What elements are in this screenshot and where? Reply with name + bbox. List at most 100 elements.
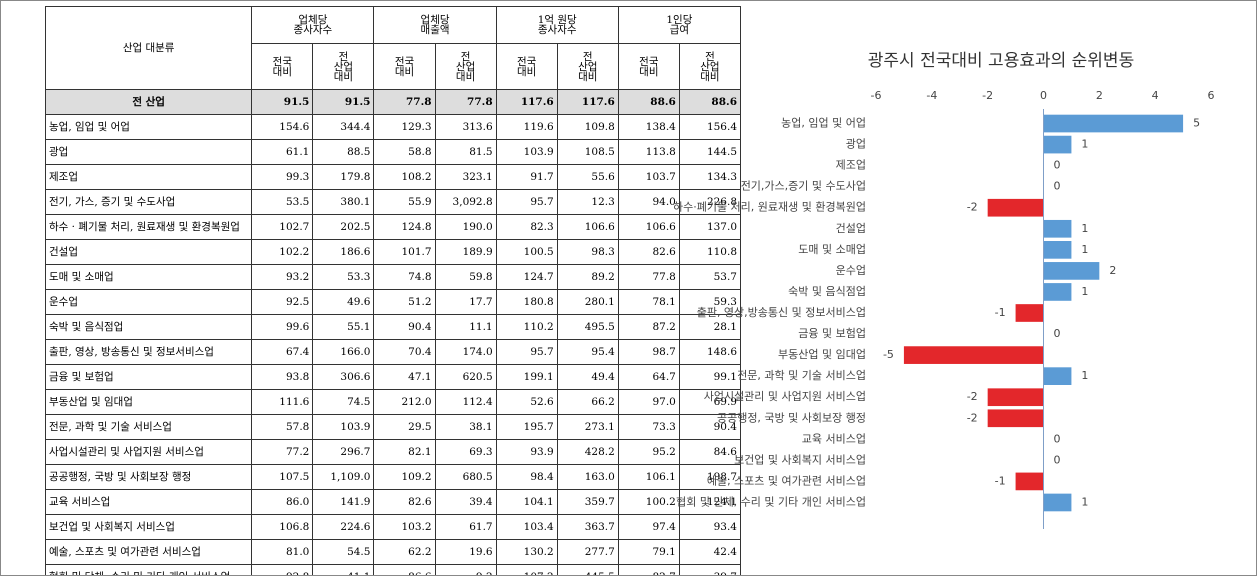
cell: 84.6 bbox=[678, 439, 742, 465]
category-label: 보건업 및 사회복지 서비스업 bbox=[734, 453, 866, 466]
cell: 95.2 bbox=[617, 439, 680, 465]
cell: 117.6 bbox=[556, 89, 619, 115]
cell: 179.8 bbox=[312, 164, 375, 190]
cell: 1,109.0 bbox=[312, 464, 375, 490]
table-row: 예술, 스포츠 및 여가관련 서비스업 81.0 54.5 62.2 19.6 130.2… bbox=[44, 539, 742, 565]
row-label: 광업 bbox=[44, 139, 253, 165]
cell: 154.6 bbox=[251, 114, 314, 140]
bar bbox=[987, 409, 1044, 428]
sub-header: 전국 대비 bbox=[251, 43, 314, 90]
bar bbox=[1015, 304, 1044, 322]
value-label: 0 bbox=[1054, 327, 1061, 340]
cell: 64.7 bbox=[617, 364, 680, 390]
table-row: 부동산업 및 임대업 111.6 74.5 212.0 112.4 52.6 66.2 97.… bbox=[44, 389, 742, 415]
value-label: 1 bbox=[1081, 369, 1088, 382]
bar bbox=[1043, 114, 1184, 133]
value-label: -1 bbox=[995, 306, 1006, 319]
cell: 124.1 bbox=[678, 489, 742, 515]
category-label: 광업 bbox=[846, 138, 866, 151]
sub-header: 전 산업 대비 bbox=[312, 43, 375, 90]
cell: 41.1 bbox=[312, 564, 375, 575]
table-row: 하수 · 폐기물 처리, 원료재생 및 환경복원업 102.7 202.5 124.8… bbox=[44, 214, 742, 240]
table-row: 금융 및 보험업 93.8 306.6 47.1 620.5 199.1 49.4 64.7 9… bbox=[44, 364, 742, 390]
cell: 189.9 bbox=[434, 239, 497, 265]
cell: 90.4 bbox=[373, 314, 436, 340]
cell: 363.7 bbox=[556, 514, 619, 540]
cell: 186.6 bbox=[312, 239, 375, 265]
cell: 98.3 bbox=[556, 239, 619, 265]
table-row: 전기, 가스, 증기 및 수도사업 53.5 380.1 55.9 3,092.8 95.… bbox=[44, 189, 742, 215]
cell: 180.8 bbox=[495, 289, 558, 315]
category-label: 숙박 및 음식점업 bbox=[788, 285, 866, 298]
cell: 166.0 bbox=[312, 339, 375, 365]
cell: 226.8 bbox=[678, 189, 742, 215]
row-label: 부동산업 및 임대업 bbox=[44, 389, 253, 415]
bar bbox=[1043, 493, 1072, 512]
cell: 680.5 bbox=[434, 464, 497, 490]
table-row: 도매 및 소매업 93.2 53.3 74.8 59.8 124.7 89.2 77.8 53.… bbox=[44, 264, 742, 290]
corner-header: 산업 대분류 bbox=[44, 6, 253, 90]
table-row: 광업 61.1 88.5 58.8 81.5 103.9 108.5 113.8 144.5 bbox=[44, 139, 742, 165]
cell: 97.4 bbox=[617, 514, 680, 540]
cell: 93.9 bbox=[495, 439, 558, 465]
cell: 82.6 bbox=[373, 489, 436, 515]
category-label: 하수·폐기물 처리, 원료재생 및 환경복원업 bbox=[673, 200, 866, 214]
table-row: 전문, 과학 및 기술 서비스업 57.8 103.9 29.5 38.1 195.7 27… bbox=[44, 414, 742, 440]
value-label: 0 bbox=[1054, 432, 1061, 445]
cell: 9.2 bbox=[434, 564, 497, 575]
category-label: 협회 및 단체, 수리 및 기타 개인 서비스업 bbox=[676, 495, 866, 508]
category-label: 제조업 bbox=[836, 159, 866, 172]
cell: 108.2 bbox=[373, 164, 436, 190]
bar bbox=[1043, 241, 1072, 259]
cell: 70.4 bbox=[373, 339, 436, 365]
table-row: 제조업 99.3 179.8 108.2 323.1 91.7 55.6 103.7 134.3 bbox=[44, 164, 742, 190]
value-label: 1 bbox=[1081, 222, 1088, 235]
category-label: 금융 및 보험업 bbox=[798, 327, 866, 340]
x-tick-label: 0 bbox=[1040, 89, 1047, 102]
value-label: 2 bbox=[1109, 264, 1116, 277]
cell: 306.6 bbox=[312, 364, 375, 390]
cell: 49.4 bbox=[556, 364, 619, 390]
cell: 91.5 bbox=[251, 89, 314, 115]
cell: 88.6 bbox=[617, 89, 680, 115]
value-label: 1 bbox=[1081, 285, 1088, 298]
category-label: 예술, 스포츠 및 여가관련 서비스업 bbox=[707, 474, 866, 487]
bar bbox=[1043, 135, 1072, 154]
bar bbox=[1043, 367, 1072, 385]
bar bbox=[1043, 283, 1072, 301]
cell: 11.1 bbox=[434, 314, 497, 340]
cell: 98.4 bbox=[495, 464, 558, 490]
bar bbox=[987, 198, 1044, 217]
value-label: 1 bbox=[1081, 495, 1088, 508]
value-label: -2 bbox=[967, 411, 978, 424]
value-label: -1 bbox=[995, 474, 1006, 487]
table-row: 보건업 및 사회복지 서비스업 106.8 224.6 103.2 61.7 103.4 3… bbox=[44, 514, 742, 540]
cell: 82.3 bbox=[495, 214, 558, 240]
cell: 141.9 bbox=[312, 489, 375, 515]
cell: 49.6 bbox=[312, 289, 375, 315]
table-row: 운수업 92.5 49.6 51.2 17.7 180.8 280.1 78.1 59.3 bbox=[44, 289, 742, 315]
cell: 52.6 bbox=[495, 389, 558, 415]
cell: 99.1 bbox=[678, 364, 742, 390]
x-tick-label: -6 bbox=[871, 89, 882, 102]
cell: 277.7 bbox=[556, 539, 619, 565]
table-row: 공공행정, 국방 및 사회보장 행정 107.5 1,109.0 109.2 680.5… bbox=[44, 464, 742, 490]
cell: 77.8 bbox=[617, 264, 680, 290]
cell: 163.0 bbox=[556, 464, 619, 490]
cell: 134.3 bbox=[678, 164, 742, 190]
cell: 106.8 bbox=[251, 514, 314, 540]
cell: 103.2 bbox=[373, 514, 436, 540]
chart-title: 광주시 전국대비 고용효과의 순위변동 bbox=[868, 51, 1134, 71]
cell: 39.4 bbox=[434, 489, 497, 515]
x-tick-label: 2 bbox=[1096, 89, 1103, 102]
category-label: 전문, 과학 및 기술 서비스업 bbox=[737, 369, 866, 382]
bar bbox=[1043, 262, 1100, 280]
cell: 53.7 bbox=[678, 264, 742, 290]
cell: 195.7 bbox=[495, 414, 558, 440]
category-label: 전기,가스,증기 및 수도사업 bbox=[741, 180, 866, 193]
row-label: 농업, 임업 및 어업 bbox=[44, 114, 253, 140]
cell: 296.7 bbox=[312, 439, 375, 465]
cell: 74.5 bbox=[312, 389, 375, 415]
category-label: 교육 서비스업 bbox=[802, 432, 866, 445]
